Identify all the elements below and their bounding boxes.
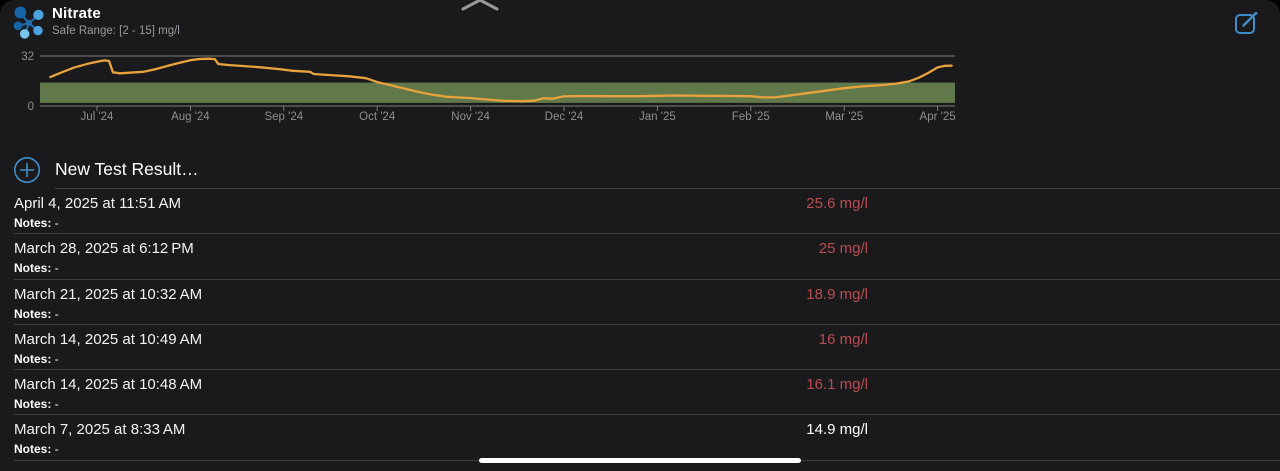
- compose-icon: [1235, 11, 1259, 34]
- result-date: March 21, 2025 at 10:32 AM: [14, 285, 203, 303]
- separator: [14, 369, 1280, 371]
- result-value: 14.9 mg/l: [806, 421, 868, 439]
- x-axis-tick-label: Apr '25: [920, 111, 956, 123]
- result-notes: Notes: -: [14, 352, 59, 366]
- result-notes: Notes: -: [14, 216, 59, 230]
- x-axis-tick-label: Dec '24: [545, 111, 584, 123]
- y-axis-tick-label: 32: [21, 51, 34, 63]
- result-value: 25.6 mg/l: [806, 195, 868, 212]
- result-notes: Notes: -: [14, 397, 59, 411]
- notes-value: -: [54, 261, 59, 276]
- page-title: Nitrate: [52, 5, 101, 22]
- new-test-result-button[interactable]: New Test Result…: [0, 152, 1280, 189]
- result-notes: Notes: -: [14, 261, 59, 275]
- notes-label: Notes:: [14, 306, 52, 321]
- y-axis-tick-label: 0: [28, 101, 34, 113]
- notes-value: -: [54, 216, 59, 230]
- nitrate-history-chart: 32 0 Jul '24 Aug '24 Sep '24 Oct '24 Nov '24 De…: [21, 51, 956, 123]
- edit-button[interactable]: [1234, 10, 1260, 36]
- safe-range-band: [40, 82, 955, 103]
- result-date: March 7, 2025 at 8:33 AM: [14, 421, 186, 439]
- separator: [14, 323, 1280, 325]
- test-result-row[interactable]: April 4, 2025 at 11:51 AM Notes: - 25.6 …: [0, 189, 1280, 235]
- test-results-list: April 4, 2025 at 11:51 AM Notes: - 25.6 …: [0, 189, 1280, 461]
- result-date: March 14, 2025 at 10:48 AM: [14, 376, 203, 394]
- test-result-row[interactable]: March 14, 2025 at 10:48 AM Notes: - 16.1…: [0, 370, 1280, 416]
- home-indicator[interactable]: [479, 458, 801, 463]
- test-result-row[interactable]: March 7, 2025 at 8:33 AM Notes: - 14.9 m…: [0, 415, 1280, 461]
- notes-value: -: [54, 397, 59, 412]
- x-axis-tick-label: Jul '24: [81, 111, 114, 123]
- notes-value: -: [54, 442, 59, 457]
- result-date: March 14, 2025 at 10:49 AM: [14, 330, 203, 348]
- plus-circle-icon: [14, 157, 40, 183]
- notes-label: Notes:: [14, 351, 52, 366]
- result-notes: Notes: -: [14, 307, 59, 321]
- result-date: March 28, 2025 at 6:12 PM: [14, 240, 194, 258]
- test-result-row[interactable]: March 28, 2025 at 6:12 PM Notes: - 25 mg…: [0, 234, 1280, 280]
- x-axis-tick-label: Jan '25: [639, 111, 676, 123]
- separator: [14, 233, 1280, 235]
- notes-value: -: [54, 306, 59, 321]
- notes-label: Notes:: [14, 216, 52, 230]
- x-axis-tick-label: Aug '24: [171, 111, 210, 123]
- result-value: 18.9 mg/l: [806, 285, 868, 303]
- notes-label: Notes:: [14, 397, 52, 412]
- notes-value: -: [54, 351, 59, 366]
- separator: [14, 278, 1280, 280]
- chevron-up-icon[interactable]: [460, 0, 500, 11]
- result-value: 16.1 mg/l: [806, 376, 868, 394]
- x-axis-tick-label: Sep '24: [264, 111, 303, 123]
- test-result-row[interactable]: March 14, 2025 at 10:49 AM Notes: - 16 m…: [0, 325, 1280, 371]
- x-axis-tick-label: Mar '25: [825, 111, 863, 123]
- notes-label: Notes:: [14, 261, 52, 276]
- molecule-icon: [13, 6, 44, 39]
- x-axis-tick-label: Feb '25: [732, 111, 770, 123]
- x-axis-tick-label: Oct '24: [359, 111, 396, 123]
- x-axis-tick-label: Nov '24: [451, 111, 490, 123]
- result-value: 25 mg/l: [818, 240, 868, 258]
- result-date: April 4, 2025 at 11:51 AM: [14, 195, 181, 212]
- separator: [55, 188, 1280, 189]
- result-notes: Notes: -: [14, 442, 59, 456]
- new-test-result-label: New Test Result…: [55, 159, 199, 179]
- test-result-row[interactable]: March 21, 2025 at 10:32 AM Notes: - 18.9…: [0, 280, 1280, 325]
- nitrate-line-series: [49, 57, 953, 103]
- safe-range-label: Safe Range: [2 - 15] mg/l: [52, 25, 180, 37]
- separator: [14, 414, 1280, 416]
- result-value: 16 mg/l: [818, 330, 868, 348]
- notes-label: Notes:: [14, 442, 52, 457]
